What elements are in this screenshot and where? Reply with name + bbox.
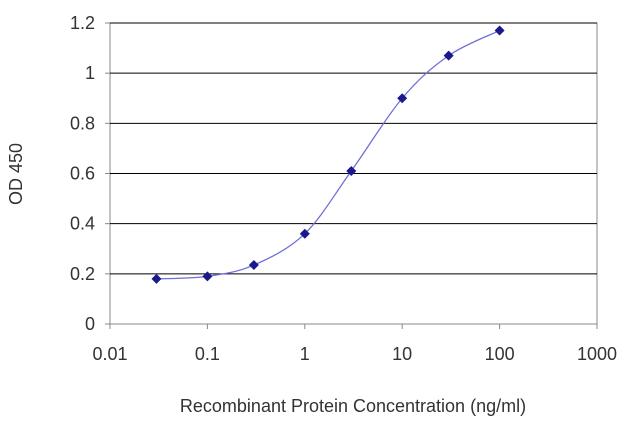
y-tick-label: 1.2 xyxy=(70,13,95,33)
data-points xyxy=(151,25,505,284)
x-axis-title: Recombinant Protein Concentration (ng/ml… xyxy=(180,396,526,416)
data-point xyxy=(443,50,454,61)
x-tick-label: 1 xyxy=(300,344,310,364)
data-point xyxy=(299,228,310,239)
series-line xyxy=(156,29,500,280)
y-tick-label: 0.4 xyxy=(70,214,95,234)
data-point xyxy=(397,93,408,104)
y-tick-label: 0.2 xyxy=(70,264,95,284)
x-tick-label: 1000 xyxy=(577,344,617,364)
x-tick-label: 100 xyxy=(485,344,515,364)
y-axis-ticks: 0 0.2 0.4 0.6 0.8 1 1.2 xyxy=(70,13,110,334)
y-tick-label: 0.6 xyxy=(70,164,95,184)
data-point xyxy=(248,260,259,271)
y-tick-label: 0.8 xyxy=(70,113,95,133)
x-tick-label: 0.1 xyxy=(195,344,220,364)
data-point xyxy=(494,25,505,36)
x-tick-label: 0.01 xyxy=(92,344,127,364)
data-point xyxy=(151,273,162,284)
grid-lines xyxy=(110,22,597,275)
x-axis-ticks: 0.01 0.1 1 10 100 1000 xyxy=(92,324,617,364)
data-point xyxy=(346,165,357,176)
data-point xyxy=(202,271,213,282)
y-tick-label: 0 xyxy=(85,314,95,334)
y-tick-label: 1 xyxy=(85,63,95,83)
y-axis-title: OD 450 xyxy=(6,143,26,205)
x-tick-label: 10 xyxy=(392,344,412,364)
